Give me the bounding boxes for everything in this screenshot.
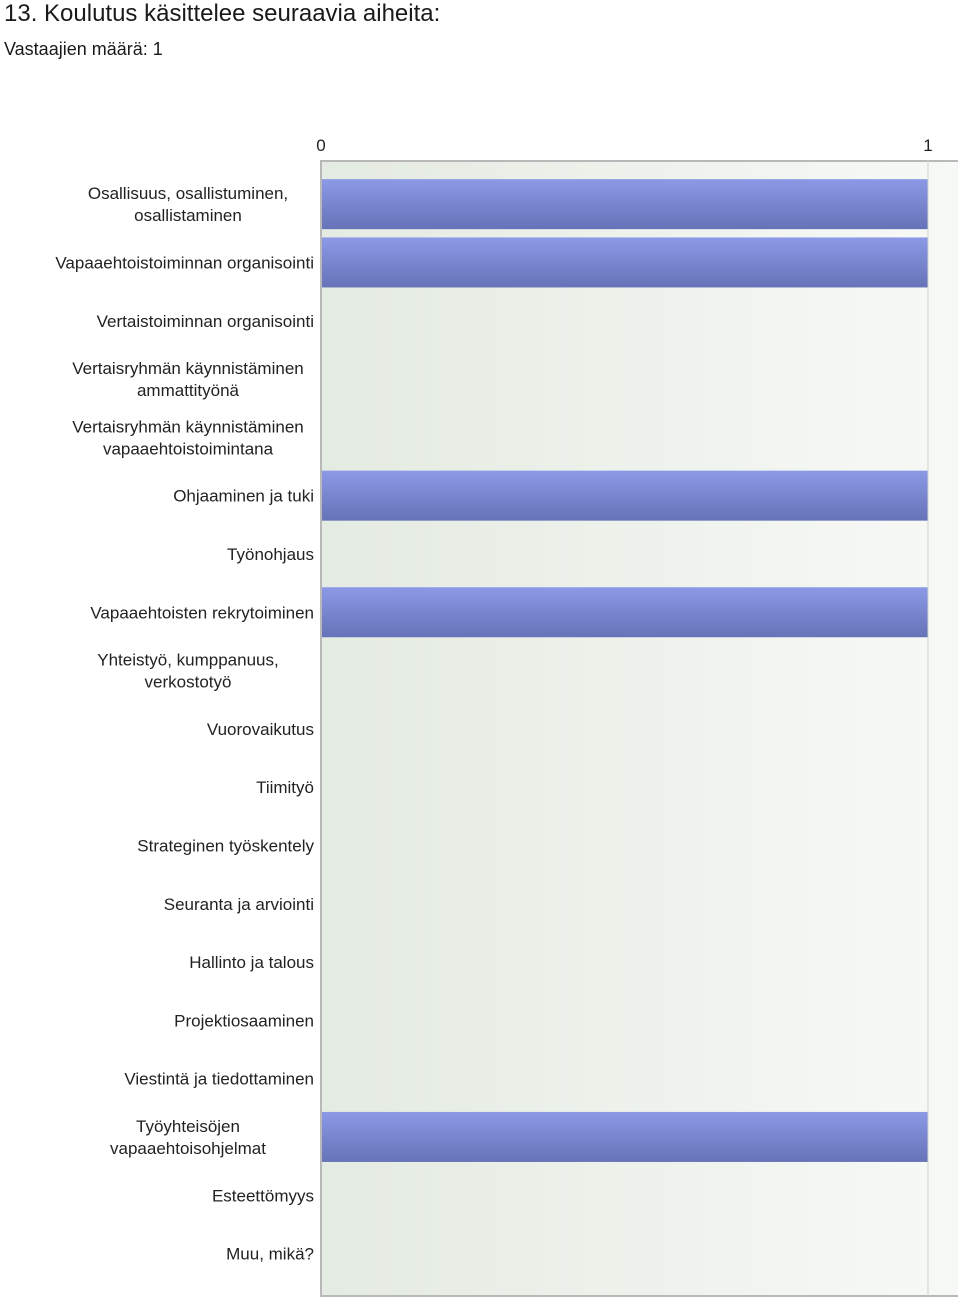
category-label: Strateginen työskentely (137, 836, 314, 855)
category-label-line: Vapaaehtoistoiminnan organisointi (55, 253, 314, 272)
x-tick-label: 1 (923, 136, 932, 155)
category-label: Vapaaehtoistoiminnan organisointi (55, 253, 314, 272)
category-label-line: ammattityönä (137, 381, 240, 400)
category-label: Työnohjaus (227, 545, 314, 564)
category-label: Vapaaehtoisten rekrytoiminen (90, 603, 314, 622)
category-label-line: Esteettömyys (212, 1186, 314, 1205)
category-label: Vuorovaikutus (207, 720, 314, 739)
category-label-line: Työnohjaus (227, 545, 314, 564)
category-label: Vertaisryhmän käynnistäminen ammattityönä (72, 359, 304, 400)
category-label: Hallinto ja talous (189, 953, 314, 972)
category-label-line: Vertaisryhmän käynnistäminen (72, 417, 304, 436)
category-label-line: Ohjaaminen ja tuki (173, 487, 314, 506)
category-label: Esteettömyys (212, 1186, 314, 1205)
category-label-line: osallistaminen (134, 206, 242, 225)
bar (321, 587, 928, 638)
category-label: Projektiosaaminen (174, 1011, 314, 1030)
category-label: Ohjaaminen ja tuki (173, 487, 314, 506)
category-label: Yhteistyö, kumppanuus, verkostotyö (97, 651, 278, 692)
category-label: Tiimityö (256, 778, 314, 797)
category-label-line: Vuorovaikutus (207, 720, 314, 739)
plot-area (321, 160, 958, 1295)
category-label-line: Vapaaehtoisten rekrytoiminen (90, 603, 314, 622)
bar (321, 1111, 928, 1162)
category-label-line: vapaaehtoistoimintana (103, 439, 274, 458)
category-label: Viestintä ja tiedottaminen (124, 1070, 314, 1089)
bar (321, 179, 928, 230)
category-label: Työyhteisöjen vapaaehtoisohjelmat (110, 1117, 266, 1158)
category-label-line: Osallisuus, osallistuminen, (88, 184, 288, 203)
category-label: Osallisuus, osallistuminen, osallistamine… (88, 184, 288, 225)
category-label-line: Vertaistoiminnan organisointi (97, 312, 314, 331)
respondent-count: Vastaajien määrä: 1 (4, 39, 163, 59)
category-label-line: Muu, mikä? (226, 1245, 314, 1264)
category-label: Vertaisryhmän käynnistäminen vapaaehtoist… (72, 417, 304, 458)
category-label-line: Seuranta ja arviointi (164, 895, 314, 914)
category-label: Vertaistoiminnan organisointi (97, 312, 314, 331)
category-label-line: vapaaehtoisohjelmat (110, 1139, 266, 1158)
question-title: 13. Koulutus käsittelee seuraavia aiheit… (4, 0, 441, 27)
category-label-line: Tiimityö (256, 778, 314, 797)
category-label-line: Vertaisryhmän käynnistäminen (72, 359, 304, 378)
category-label-line: Strateginen työskentely (137, 836, 314, 855)
category-label-line: Hallinto ja talous (189, 953, 314, 972)
bar (321, 470, 928, 521)
category-label-line: verkostotyö (145, 673, 232, 692)
category-label: Muu, mikä? (226, 1245, 314, 1264)
x-tick-label: 0 (316, 136, 325, 155)
category-label-line: Projektiosaaminen (174, 1011, 314, 1030)
category-label-line: Työyhteisöjen (136, 1117, 240, 1136)
bar (321, 237, 928, 288)
category-label-line: Yhteistyö, kumppanuus, (97, 651, 278, 670)
category-label: Seuranta ja arviointi (164, 895, 314, 914)
category-label-line: Viestintä ja tiedottaminen (124, 1070, 314, 1089)
